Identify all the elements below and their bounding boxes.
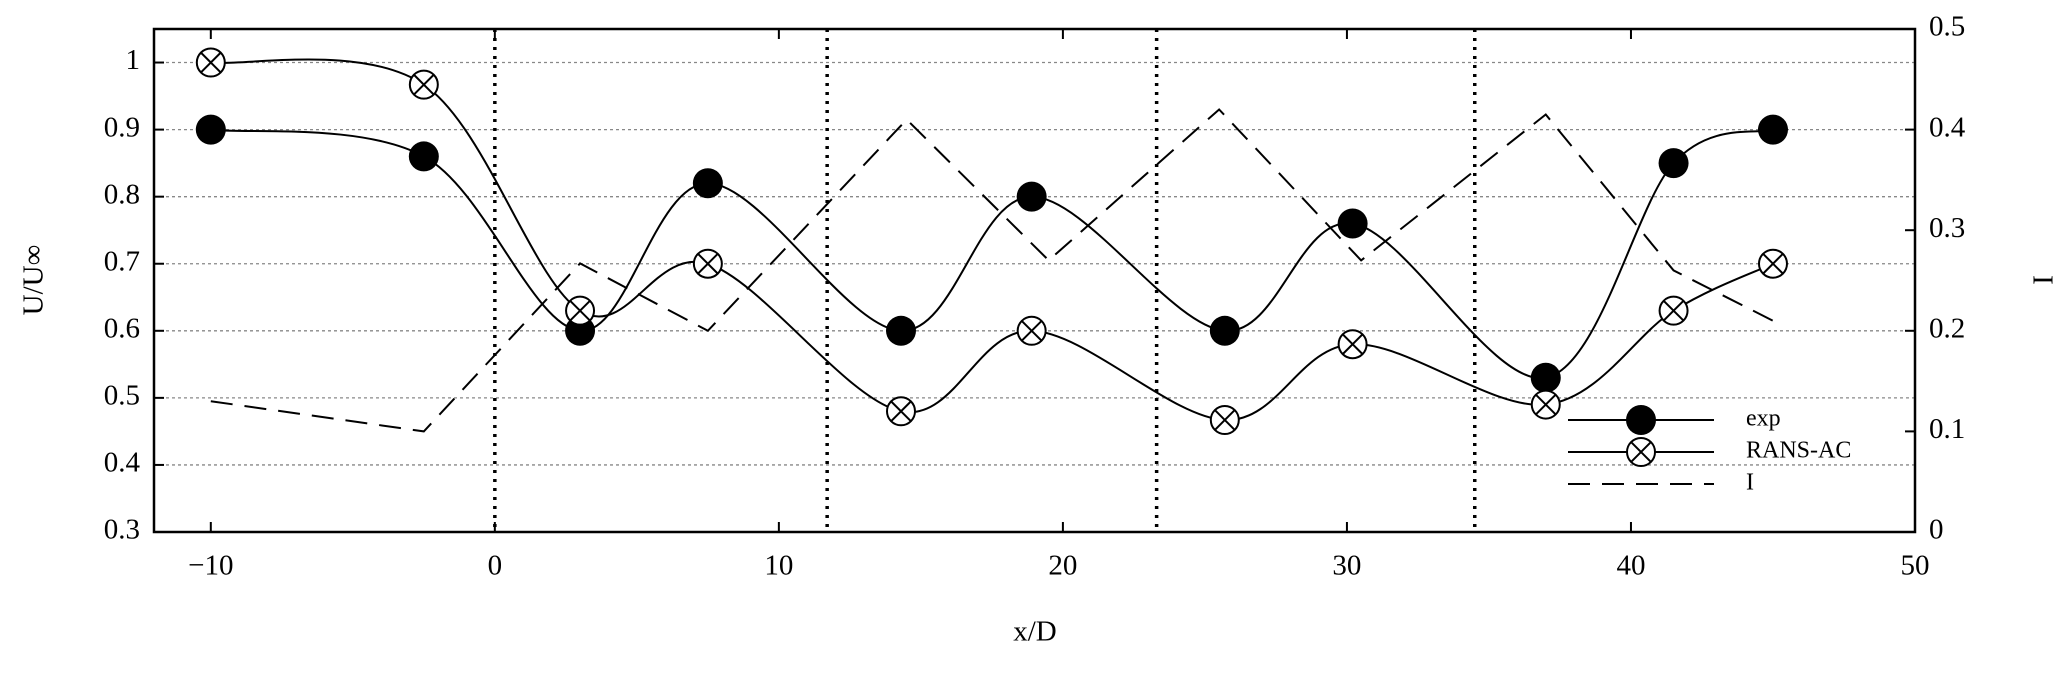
marker-part	[569, 300, 591, 322]
legend-label: I	[1746, 470, 1754, 496]
marker-part	[1662, 300, 1685, 322]
marker	[1016, 315, 1047, 346]
marker-part	[408, 141, 439, 172]
marker-part	[1337, 208, 1368, 239]
marker-part	[890, 400, 912, 422]
marker	[692, 168, 723, 199]
marker	[195, 114, 226, 145]
marker	[1016, 181, 1047, 212]
y-tick-label: 0.8	[104, 178, 140, 210]
marker	[1209, 315, 1240, 346]
y-tick-label: 0.9	[104, 111, 140, 143]
marker-part	[1021, 320, 1043, 342]
marker-part	[1214, 409, 1236, 431]
y-tick-label: 0.7	[104, 245, 140, 277]
marker	[1530, 362, 1561, 393]
marker	[886, 315, 917, 346]
marker-part	[1016, 181, 1047, 212]
y-tick-label: 0.5	[104, 380, 140, 412]
y2-tick-label: 0.5	[1929, 11, 1965, 43]
x-axis-label: x/D	[1013, 616, 1057, 648]
x-tick-label: 0	[488, 550, 503, 582]
x-tick-label: 10	[764, 550, 793, 582]
y-axis-label: U/U∞	[18, 245, 50, 316]
y2-tick-label: 0.1	[1929, 413, 1965, 445]
marker	[692, 248, 723, 279]
x-tick-label: 30	[1332, 550, 1361, 582]
y2-axis-label: I	[2026, 275, 2058, 285]
marker-part	[1626, 405, 1656, 435]
x-tick-label: 50	[1901, 550, 1930, 582]
series-line	[210, 108, 1774, 433]
y2-tick-label: 0.2	[1929, 312, 1965, 344]
y-tick-label: 0.4	[104, 447, 141, 479]
marker	[1337, 208, 1368, 239]
y2-tick-label: 0.3	[1929, 212, 1965, 244]
marker-part	[413, 74, 435, 96]
marker	[1337, 329, 1368, 360]
legend-label: exp	[1746, 406, 1781, 432]
marker	[1209, 404, 1240, 435]
marker-part	[886, 315, 917, 346]
marker-part	[692, 168, 723, 199]
marker-part	[195, 114, 226, 145]
marker	[565, 295, 596, 326]
y-tick-label: 1	[126, 44, 141, 76]
y2-tick-label: 0.4	[1929, 111, 1966, 143]
marker-part	[1658, 148, 1689, 179]
plot-frame	[152, 27, 1917, 534]
marker-part	[1630, 441, 1652, 463]
marker	[1757, 248, 1788, 279]
marker	[408, 69, 439, 100]
marker-part	[1757, 114, 1788, 145]
marker	[1626, 437, 1656, 467]
marker-part	[1342, 333, 1364, 355]
x-tick-label: −10	[188, 550, 233, 582]
marker	[1658, 148, 1689, 179]
series-line	[210, 128, 1774, 379]
marker	[408, 141, 439, 172]
marker	[1530, 389, 1561, 420]
marker-part	[697, 253, 719, 275]
y-tick-label: 0.3	[104, 514, 140, 546]
marker	[886, 396, 917, 427]
marker	[1757, 114, 1788, 145]
marker	[195, 47, 226, 78]
marker-part	[1209, 315, 1240, 346]
legend-label: RANS-AC	[1746, 438, 1851, 464]
y2-tick-label: 0	[1929, 514, 1944, 546]
marker	[1626, 405, 1656, 435]
marker-part	[1535, 393, 1557, 416]
x-tick-label: 20	[1048, 550, 1077, 582]
marker-part	[1762, 253, 1784, 275]
marker-part	[1530, 362, 1561, 393]
y-tick-label: 0.6	[104, 312, 140, 344]
marker-part	[200, 51, 222, 74]
x-tick-label: 40	[1616, 550, 1645, 582]
marker	[1658, 295, 1689, 326]
